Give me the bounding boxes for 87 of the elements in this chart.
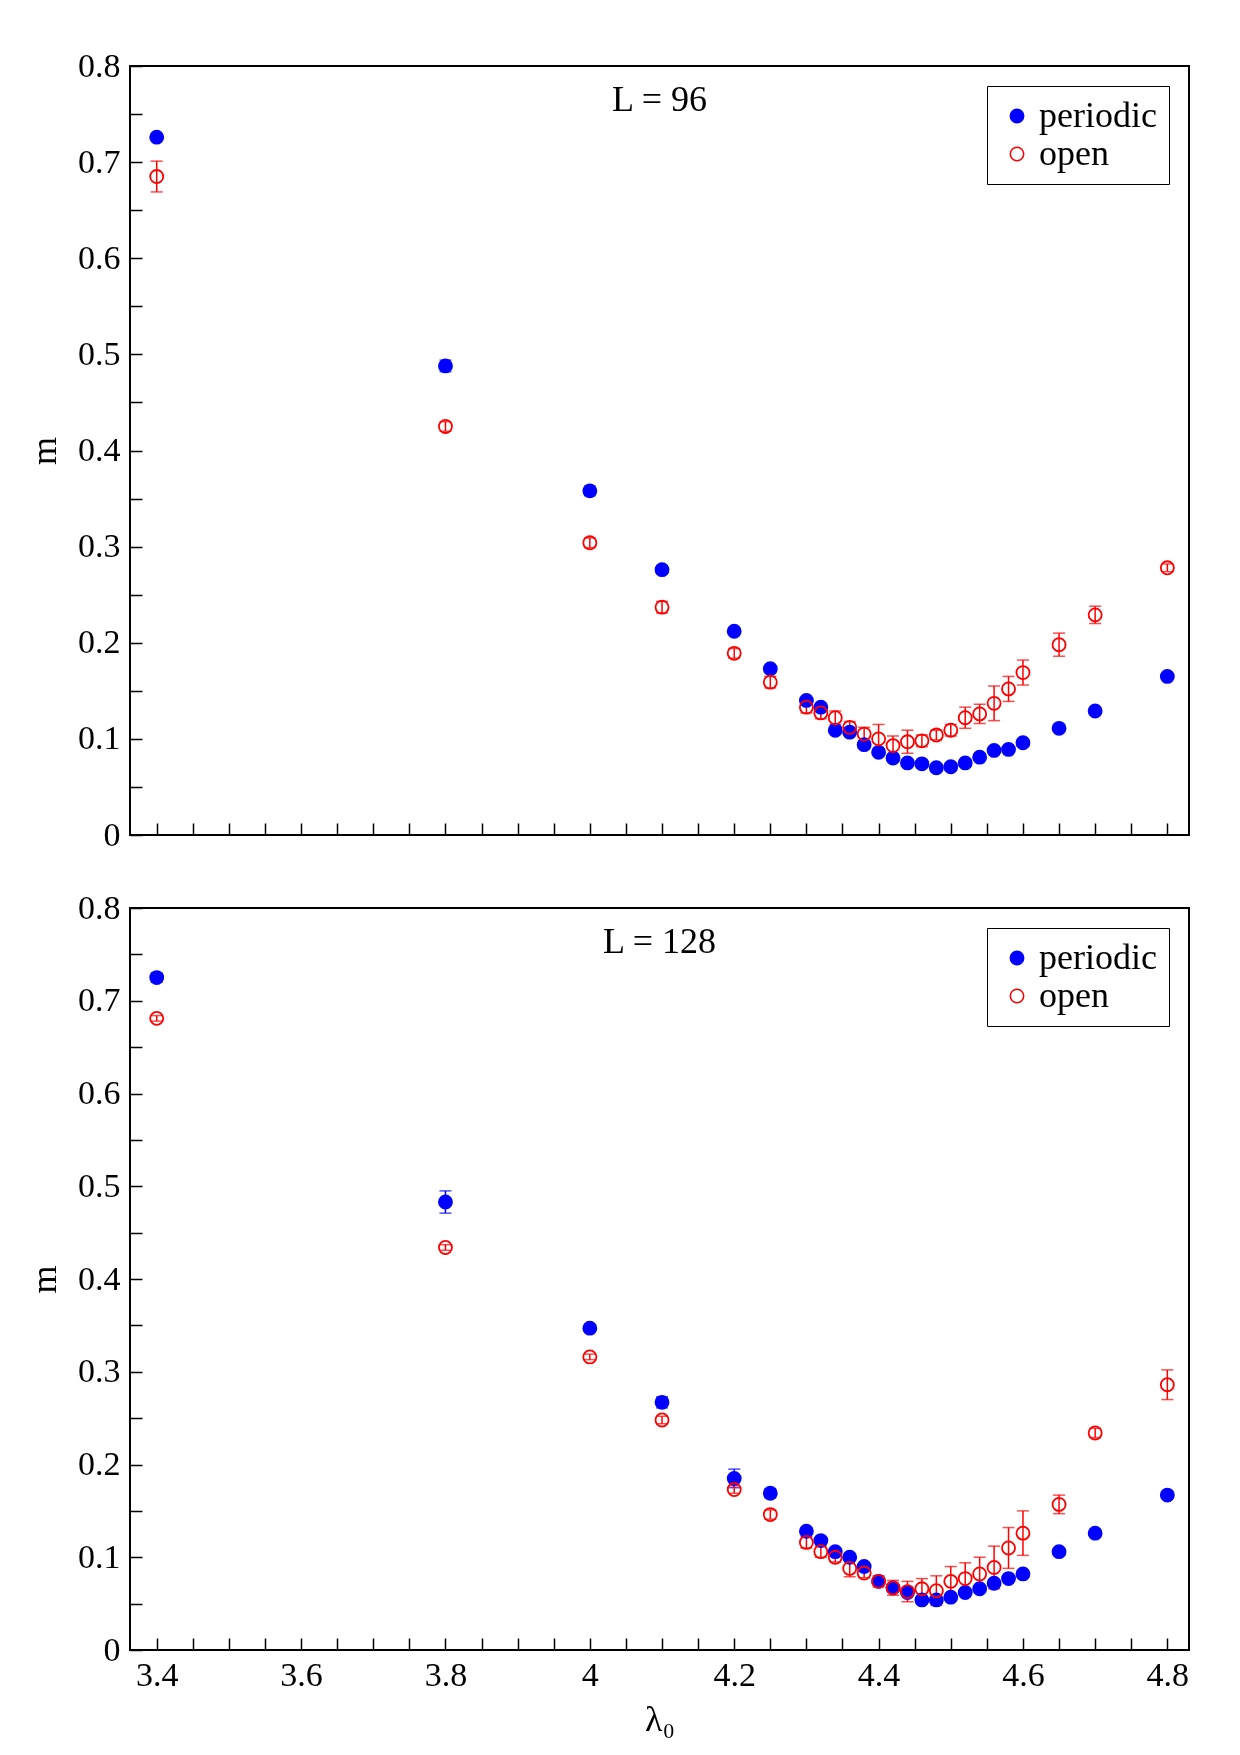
point xyxy=(871,744,887,760)
point xyxy=(986,1575,1002,1591)
point xyxy=(798,1523,814,1539)
x-tick-label: 3.6 xyxy=(280,1655,323,1693)
point xyxy=(582,1349,598,1365)
chart-title: L = 96 xyxy=(612,79,707,119)
y-axis-title: m xyxy=(24,436,64,466)
chart-title: L = 128 xyxy=(603,921,716,961)
y-tick-label: 0.7 xyxy=(78,142,121,180)
point xyxy=(871,731,887,747)
point xyxy=(943,1589,959,1605)
y-tick-label: 0.2 xyxy=(78,1445,121,1482)
point xyxy=(856,737,872,753)
y-tick-label: 0.2 xyxy=(78,623,121,661)
point xyxy=(957,1585,973,1600)
point xyxy=(1001,1540,1016,1556)
point xyxy=(1015,1566,1031,1582)
y-tick-label: 0.7 xyxy=(78,981,121,1019)
point xyxy=(813,1533,829,1548)
y-tick-label: 0.5 xyxy=(78,334,121,372)
legend-label: periodic xyxy=(1039,937,1157,977)
y-tick-label: 0.1 xyxy=(78,1537,121,1575)
point xyxy=(1159,1487,1175,1503)
point xyxy=(1087,703,1103,719)
x-axis-title: λ₀ xyxy=(644,1698,676,1739)
point xyxy=(1159,1377,1175,1393)
point xyxy=(1015,665,1031,680)
point xyxy=(900,734,915,750)
x-tick-label: 4.8 xyxy=(1146,1655,1190,1693)
point xyxy=(943,759,959,775)
point xyxy=(972,749,988,765)
point xyxy=(885,750,901,766)
y-axis-title: m xyxy=(24,1265,64,1294)
point xyxy=(972,1566,988,1582)
point xyxy=(1159,668,1175,684)
y-tick-label: 0 xyxy=(103,1630,121,1668)
y-tick-label: 0.3 xyxy=(78,527,121,565)
point xyxy=(928,760,944,776)
y-tick-label: 0.5 xyxy=(78,1166,121,1204)
y-tick-label: 0.8 xyxy=(78,46,121,84)
y-tick-label: 0.4 xyxy=(78,431,121,468)
point xyxy=(957,710,973,726)
point xyxy=(149,169,165,184)
point xyxy=(900,755,915,771)
y-tick-label: 0 xyxy=(103,815,121,853)
point xyxy=(972,1581,988,1597)
y-tick-label: 0.3 xyxy=(78,1352,121,1390)
point xyxy=(914,756,930,772)
point xyxy=(1001,681,1016,697)
point xyxy=(957,755,973,771)
point xyxy=(438,1194,453,1210)
point xyxy=(914,1581,930,1597)
point xyxy=(438,1240,453,1255)
point xyxy=(1001,742,1016,757)
point xyxy=(149,129,165,145)
point xyxy=(1001,1571,1016,1586)
point xyxy=(1051,637,1067,653)
y-tick-label: 0.6 xyxy=(78,238,121,276)
point xyxy=(827,722,843,738)
y-tick-label: 0.1 xyxy=(78,719,121,757)
point xyxy=(149,1010,165,1026)
x-tick-label: 4.6 xyxy=(1002,1655,1045,1693)
point xyxy=(986,743,1002,758)
x-tick-label: 3.8 xyxy=(424,1655,468,1693)
y-tick-label: 0.8 xyxy=(78,888,121,926)
y-tick-label: 0.6 xyxy=(78,1074,121,1111)
point xyxy=(986,1560,1002,1575)
y-tick-label: 0.4 xyxy=(78,1259,121,1297)
point xyxy=(928,1583,944,1599)
point xyxy=(582,1320,598,1336)
x-tick-label: 3.4 xyxy=(135,1655,179,1693)
point xyxy=(654,562,670,578)
x-tick-label: 4 xyxy=(581,1655,599,1693)
point xyxy=(1051,1544,1067,1560)
point xyxy=(986,695,1002,711)
point xyxy=(1015,735,1031,751)
point xyxy=(943,1573,959,1589)
point xyxy=(726,623,742,639)
x-tick-label: 4.2 xyxy=(713,1655,756,1693)
x-tick-label: 4.4 xyxy=(857,1655,901,1693)
legend-label: periodic xyxy=(1039,95,1157,135)
point xyxy=(1015,1525,1031,1541)
point xyxy=(914,1592,930,1608)
point xyxy=(1087,1525,1103,1541)
point xyxy=(957,1571,973,1586)
point xyxy=(1051,720,1067,736)
point xyxy=(762,661,778,677)
